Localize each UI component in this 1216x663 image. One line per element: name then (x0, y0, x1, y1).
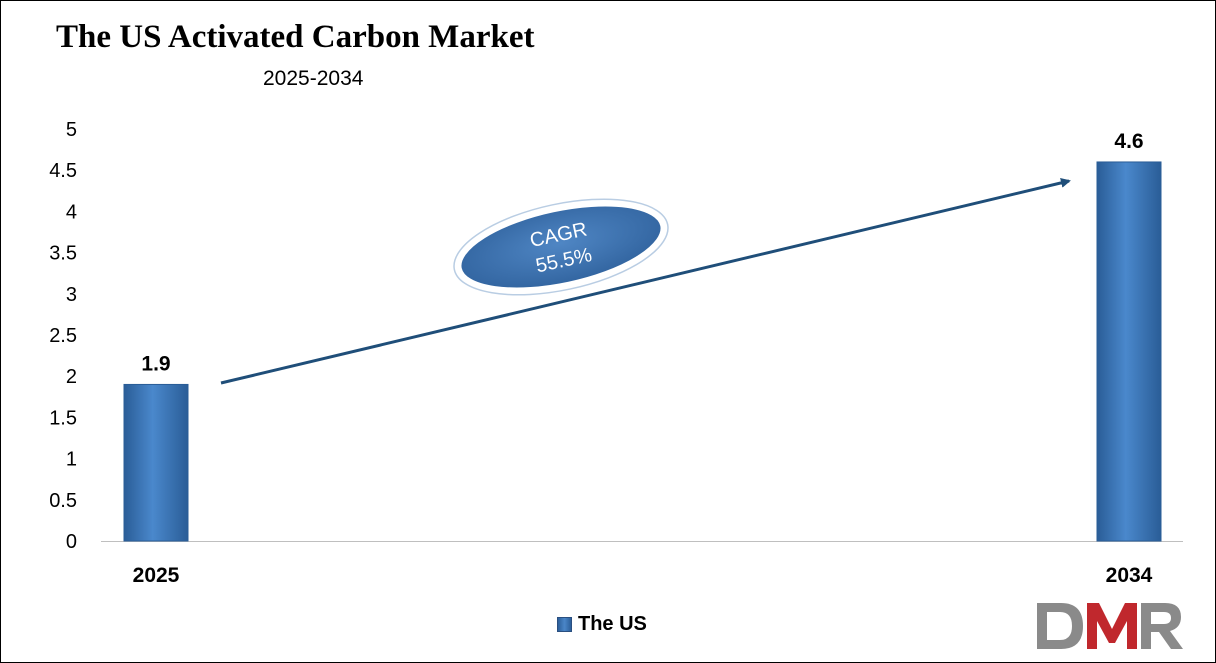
chart-title: The US Activated Carbon Market (56, 19, 535, 55)
x-tick-labels: 2025 2034 (133, 564, 1153, 587)
x-tick-label-2025: 2025 (133, 564, 180, 587)
bar-2025 (123, 383, 189, 542)
y-tick-label: 0 (66, 531, 77, 553)
y-tick-label: 1.5 (49, 407, 77, 429)
y-axis: 0 0.5 1 1.5 2 2.5 3 3.5 4 4.5 5 (49, 119, 77, 553)
y-tick-label: 3 (66, 284, 77, 306)
legend-swatch (557, 617, 572, 632)
bars-group (123, 161, 1162, 542)
legend: The US (557, 613, 647, 636)
y-tick-label: 5 (66, 119, 77, 141)
chart-subtitle: 2025-2034 (263, 67, 364, 90)
x-tick-label-2034: 2034 (1106, 564, 1153, 587)
y-tick-label: 3.5 (49, 243, 77, 265)
data-label-2025: 1.9 (141, 352, 170, 375)
data-label-2034: 4.6 (1114, 130, 1143, 153)
cagr-arrow (220, 177, 1071, 385)
legend-label: The US (578, 613, 647, 635)
bar-chart: 0 0.5 1 1.5 2 2.5 3 3.5 4 4.5 5 2025 2034 1.9 4.6 CA… (49, 119, 1183, 587)
y-tick-label: 0.5 (49, 490, 77, 512)
y-tick-label: 2 (66, 366, 77, 388)
y-tick-label: 2.5 (49, 325, 77, 347)
data-labels: 1.9 4.6 (141, 130, 1143, 375)
bar-2034 (1096, 161, 1162, 542)
cagr-annotation: CAGR 55.5% (453, 198, 669, 296)
dmr-logo (1037, 603, 1183, 649)
y-tick-label: 4 (66, 201, 77, 223)
y-tick-label: 1 (66, 449, 77, 471)
y-tick-label: 4.5 (49, 160, 77, 182)
